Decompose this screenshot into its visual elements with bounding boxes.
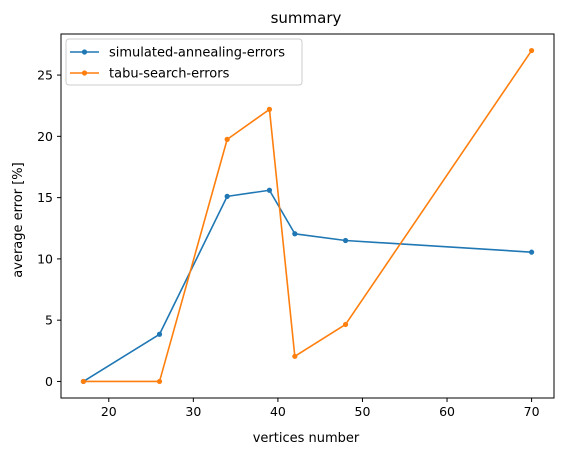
x-tick-label: 50: [355, 404, 371, 419]
legend-entry-2: tabu-search-errors: [109, 67, 230, 82]
chart-title: summary: [271, 9, 342, 27]
plot-area: [60, 33, 555, 399]
x-tick-label: 40: [270, 404, 286, 419]
y-tick-label: 15: [37, 190, 53, 205]
legend-marker-1: [81, 49, 88, 55]
series-2-point: [156, 378, 163, 385]
y-tick-label: 10: [37, 251, 53, 266]
legend-entry-1: simulated-annealing-errors: [109, 46, 285, 61]
x-tick-label: 70: [524, 404, 540, 419]
series-2-point: [342, 321, 349, 328]
series-2-point: [224, 136, 230, 143]
y-tick-label: 25: [37, 68, 53, 83]
y-axis-label: average error [%]: [11, 162, 26, 277]
legend-box: [65, 38, 303, 86]
x-axis-label: vertices number: [253, 431, 360, 446]
series-2-point: [266, 106, 273, 112]
plot-frame: [60, 33, 555, 399]
y-tick-label: 0: [45, 374, 53, 389]
x-tick-label: 30: [185, 404, 201, 419]
series-1-point: [266, 187, 273, 193]
series-2-point: [80, 378, 87, 385]
series-lines: [80, 47, 535, 385]
series-2-point: [528, 47, 535, 54]
x-tick-label: 20: [101, 404, 117, 419]
y-tick-label: 5: [45, 313, 53, 328]
series-2-point: [292, 353, 298, 359]
series-1-point: [156, 331, 163, 337]
legend-marker-2: [81, 70, 88, 76]
x-tick-label: 60: [439, 404, 455, 419]
series-1-point: [224, 193, 230, 199]
axis-ticks: 20 30 40 50 60 70 0 5 10 15 20 25: [37, 68, 539, 419]
series-1-point: [292, 231, 298, 237]
series-1-point: [528, 249, 535, 255]
y-tick-label: 20: [37, 129, 53, 144]
legend: simulated-annealing-errors tabu-search-er…: [65, 38, 303, 86]
series-1-point: [342, 237, 349, 244]
